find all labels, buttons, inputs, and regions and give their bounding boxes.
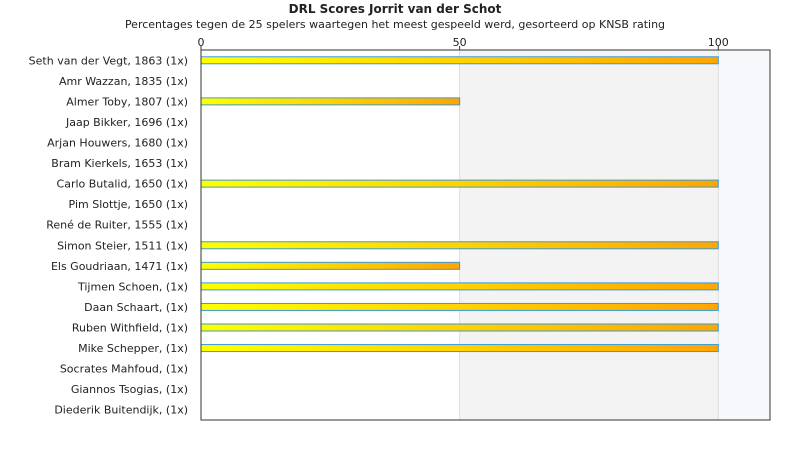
chart-subtitle: Percentages tegen de 25 spelers waartege… — [124, 18, 666, 31]
bar-2 — [200, 97, 461, 106]
category-label-7: Pim Slottje, 1650 (1x) — [69, 198, 188, 211]
category-label-0: Seth van der Vegt, 1863 (1x) — [29, 54, 188, 67]
bar-14 — [200, 344, 719, 353]
bar-9 — [200, 241, 719, 250]
band-100-max — [718, 50, 770, 420]
category-label-9: Simon Steier, 1511 (1x) — [57, 239, 188, 252]
chart-title: DRL Scores Jorrit van der Schot — [288, 2, 502, 16]
category-label-15: Socrates Mahfoud, (1x) — [60, 363, 188, 376]
bar-12 — [200, 302, 719, 311]
category-label-1: Amr Wazzan, 1835 (1x) — [59, 75, 188, 88]
bar-0 — [200, 56, 719, 65]
band-0-50 — [201, 50, 460, 420]
x-tick-label-100: 100 — [708, 36, 729, 49]
category-label-11: Tijmen Schoen, (1x) — [77, 280, 188, 293]
category-label-3: Jaap Bikker, 1696 (1x) — [65, 116, 188, 129]
category-label-4: Arjan Houwers, 1680 (1x) — [47, 137, 188, 150]
category-label-6: Carlo Butalid, 1650 (1x) — [57, 178, 188, 191]
category-label-5: Bram Kierkels, 1653 (1x) — [51, 157, 188, 170]
bar-6 — [200, 179, 719, 188]
category-label-10: Els Goudriaan, 1471 (1x) — [51, 260, 188, 273]
bar-13 — [200, 323, 719, 332]
bar-11 — [200, 282, 719, 291]
band-50-100 — [459, 50, 719, 420]
category-label-13: Ruben Withfield, (1x) — [72, 322, 188, 335]
category-label-17: Diederik Buitendijk, (1x) — [54, 404, 188, 417]
category-label-2: Almer Toby, 1807 (1x) — [66, 95, 188, 108]
plot-frame — [200, 49, 771, 421]
bar-10 — [200, 261, 461, 270]
category-label-14: Mike Schepper, (1x) — [78, 342, 188, 355]
category-label-16: Giannos Tsogias, (1x) — [71, 383, 188, 396]
x-tick-label-50: 50 — [453, 36, 467, 49]
x-tick-label-0: 0 — [198, 36, 205, 49]
category-label-8: René de Ruiter, 1555 (1x) — [46, 219, 188, 232]
category-label-12: Daan Schaart, (1x) — [84, 301, 188, 314]
